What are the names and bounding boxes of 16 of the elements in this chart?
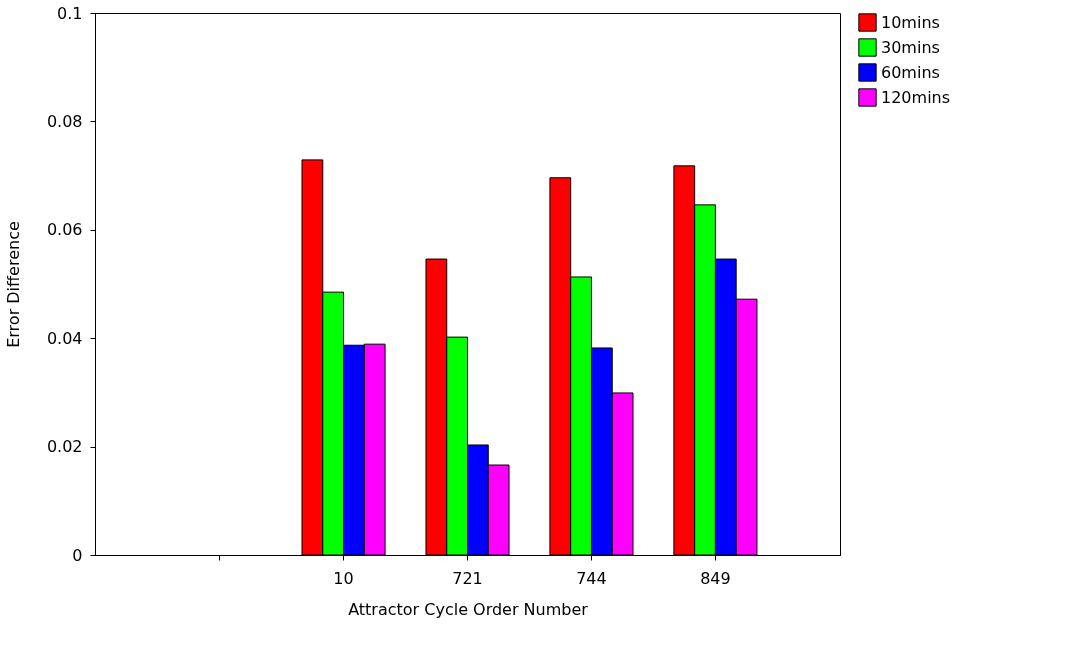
legend-label: 60mins	[881, 62, 940, 82]
y-axis-title: Error Difference	[3, 221, 23, 348]
x-tick-label: 10	[333, 568, 354, 588]
y-tick-label: 0.08	[46, 111, 83, 131]
y-tick-label: 0.02	[46, 437, 83, 457]
legend-label: 30mins	[881, 37, 940, 57]
legend-label: 120mins	[881, 87, 951, 107]
y-tick-label: 0.04	[46, 328, 83, 348]
x-axis-title: Attractor Cycle Order Number	[348, 599, 589, 619]
x-tick-label: 849	[700, 568, 731, 588]
y-tick-label: 0	[72, 545, 83, 565]
y-tick-label: 0.06	[46, 220, 83, 240]
x-tick-label: 721	[452, 568, 483, 588]
x-tick-label: 744	[576, 568, 607, 588]
legend-label: 10mins	[881, 12, 940, 32]
y-tick-label: 0.1	[57, 3, 83, 23]
